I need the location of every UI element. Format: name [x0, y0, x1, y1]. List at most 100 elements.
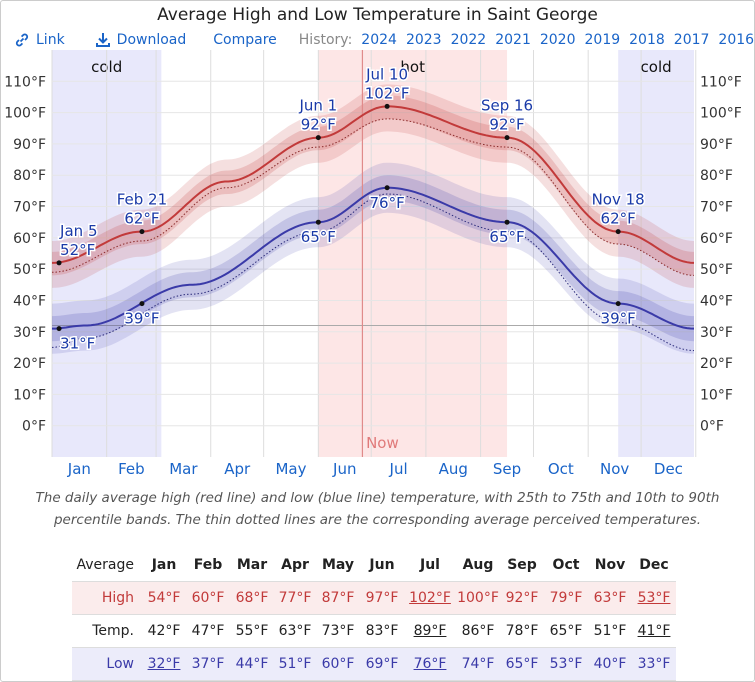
history-year-2017[interactable]: 2017	[673, 32, 710, 48]
table-cell: 79°F	[544, 581, 588, 615]
table-header-month: May	[321, 557, 355, 573]
summary-table: Average Jan Feb Mar Apr May Jun Jul Aug Sep Oct Nov…	[72, 549, 676, 681]
history-year-2023[interactable]: 2023	[405, 32, 442, 48]
y-tick-label-right: 60°F	[700, 231, 733, 247]
table-cell: 40°F	[588, 647, 632, 681]
season-band-cold-2	[618, 50, 694, 457]
y-tick-label-right: 80°F	[700, 168, 733, 184]
annotation-point	[315, 135, 321, 141]
row-label: Temp.	[72, 614, 142, 648]
x-tick-label: Apr	[224, 460, 251, 478]
table-cell: 63°F	[274, 614, 316, 648]
y-tick-label-right: 10°F	[700, 387, 733, 403]
download-label: Download	[116, 32, 187, 48]
table-cell: 76°F	[404, 647, 456, 681]
average-low-line	[52, 186, 695, 330]
x-tick-label: Oct	[548, 460, 574, 478]
table-cell: 53°F	[632, 581, 676, 615]
annotation-value-label: 39°F	[124, 310, 159, 328]
y-tick-label-left: 50°F	[13, 262, 46, 278]
link-button[interactable]: Link	[14, 32, 65, 48]
annotation-point	[315, 219, 321, 225]
history-year-2019[interactable]: 2019	[584, 32, 621, 48]
annotation-point	[615, 301, 621, 307]
annotation-value-label: 92°F	[489, 116, 524, 134]
table-cell: 60°F	[316, 647, 360, 681]
annotation-value-label: 76°F	[370, 194, 405, 212]
compare-button[interactable]: Compare	[213, 32, 277, 48]
y-tick-label-left: 80°F	[13, 168, 46, 184]
table-cell: 51°F	[274, 647, 316, 681]
table-cell: 65°F	[500, 647, 544, 681]
row-label: High	[72, 581, 142, 615]
annotation-point	[504, 219, 510, 225]
table-header-month: Sep	[507, 557, 537, 573]
y-tick-label-right: 90°F	[700, 137, 733, 153]
table-cell: 51°F	[588, 614, 632, 648]
table-cell: 77°F	[274, 581, 316, 615]
annotation-point	[139, 229, 145, 235]
table-cell: 63°F	[588, 581, 632, 615]
chart-title: Average High and Low Temperature in Sain…	[157, 5, 598, 25]
link-label: Link	[36, 32, 65, 48]
annotation-value-label: 102°F	[365, 84, 410, 102]
y-tick-label-right: 0°F	[700, 419, 724, 435]
annotation-value-label: 92°F	[301, 116, 336, 134]
table-cell: 86°F	[456, 614, 500, 648]
x-tick-label: May	[275, 460, 306, 478]
table-header-month: Jun	[369, 557, 395, 573]
annotation-date-label: Nov 18	[592, 191, 645, 209]
table-cell: 41°F	[632, 614, 676, 648]
low-band-25-75	[52, 175, 694, 342]
download-button[interactable]: Download	[95, 32, 187, 48]
history-year-2020[interactable]: 2020	[539, 32, 576, 48]
y-tick-label-left: 110°F	[4, 74, 46, 90]
table-cell: 37°F	[186, 647, 230, 681]
table-cell: 89°F	[404, 614, 456, 648]
x-tick-label: Dec	[654, 460, 683, 478]
table-header-month: Apr	[281, 557, 309, 573]
annotation-point	[384, 103, 390, 109]
table-header-month: Aug	[462, 557, 494, 573]
table-header-month: Jul	[420, 557, 440, 573]
table-cell: 73°F	[316, 614, 360, 648]
history-year-2018[interactable]: 2018	[629, 32, 665, 48]
perceived-high-line	[51, 118, 695, 276]
now-label: Now	[366, 434, 399, 452]
y-tick-label-right: 70°F	[700, 200, 733, 216]
table-cell: 54°F	[142, 581, 186, 615]
row-label: Low	[72, 647, 142, 681]
table-cell: 100°F	[456, 581, 500, 615]
y-tick-label-right: 110°F	[700, 74, 742, 90]
annotation-point	[504, 135, 510, 141]
history-year-2024[interactable]: 2024	[361, 32, 397, 48]
x-tick-label: Jan	[67, 460, 91, 478]
annotation-point	[384, 185, 390, 191]
table-cell: 53°F	[544, 647, 588, 681]
y-tick-label-left: 30°F	[13, 325, 46, 341]
low-band-10-90	[52, 162, 694, 354]
annotation-date-label: Jan 5	[59, 222, 97, 240]
y-tick-label-left: 10°F	[13, 387, 46, 403]
link-icon	[15, 33, 29, 47]
table-header-month: Oct	[552, 557, 580, 573]
season-band-hot-1	[318, 50, 508, 457]
table-cell: 97°F	[360, 581, 404, 615]
x-tick-label: Nov	[600, 460, 629, 478]
annotation-point	[56, 260, 62, 266]
table-cell: 74°F	[456, 647, 500, 681]
download-icon	[95, 33, 110, 47]
history-year-2022[interactable]: 2022	[450, 32, 487, 48]
table-header-month: Feb	[193, 557, 223, 573]
table-cell: 92°F	[500, 581, 544, 615]
table-row-temp: Temp. 42°F 47°F 55°F 63°F 73°F 83°F 89°F 86°F 78°…	[72, 614, 676, 648]
y-tick-label-right: 30°F	[700, 325, 733, 341]
history-year-2016[interactable]: 2016	[718, 32, 755, 48]
table-cell: 69°F	[360, 647, 404, 681]
y-tick-label-right: 20°F	[700, 356, 733, 372]
average-high-line	[51, 105, 695, 264]
high-band-25-75	[52, 95, 694, 276]
history-years: 2024 2023 2022 2021 2020 2019 2018 2017 2016	[352, 32, 754, 48]
y-tick-label-right: 100°F	[700, 106, 742, 122]
history-year-2021[interactable]: 2021	[495, 32, 531, 48]
